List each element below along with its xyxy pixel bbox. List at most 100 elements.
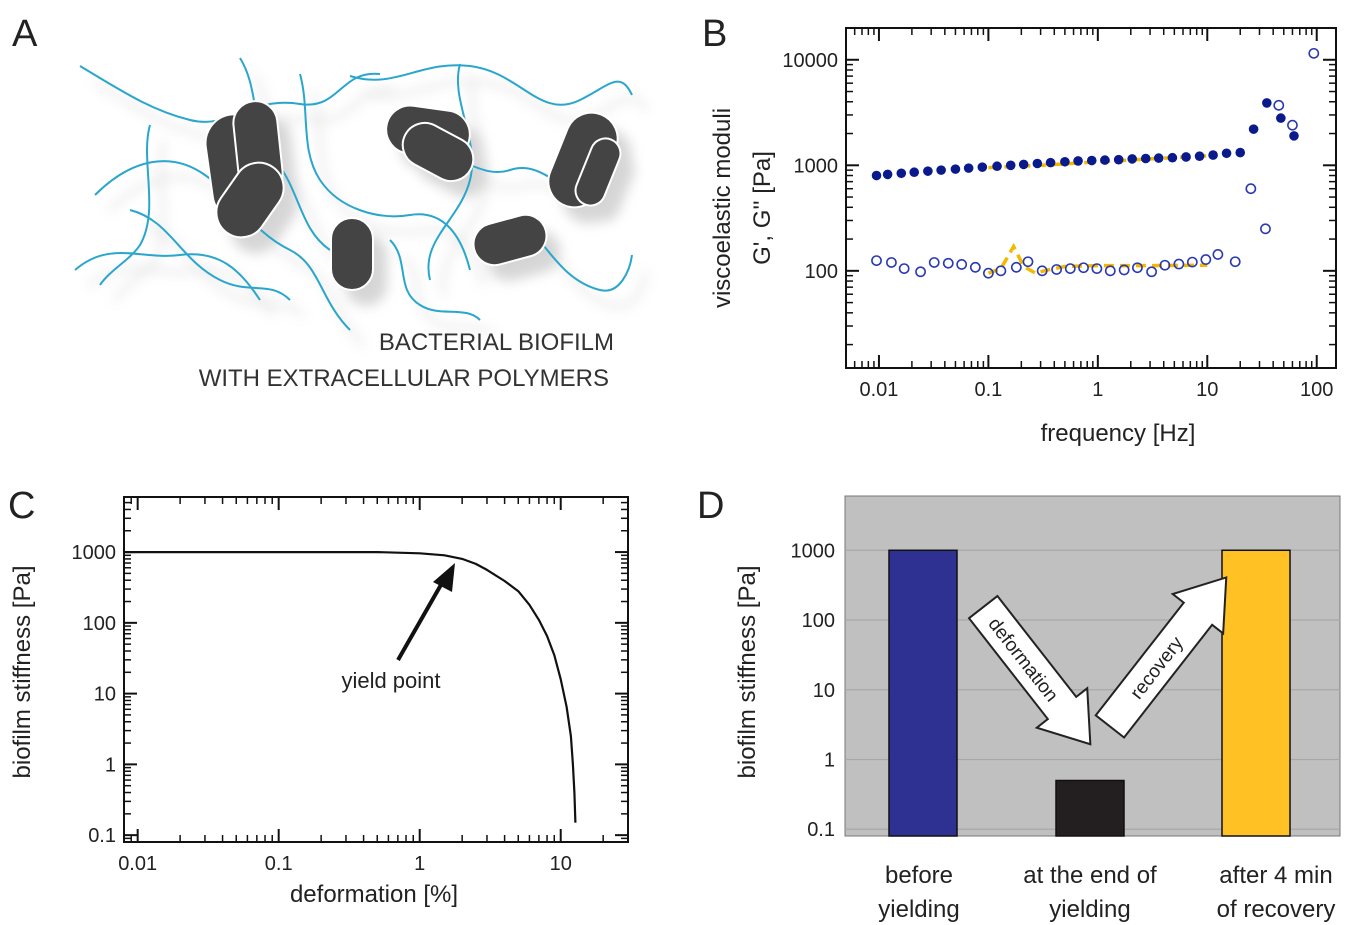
category-label: after 4 min bbox=[1219, 862, 1332, 889]
y-tick-label: 0.1 bbox=[807, 819, 835, 841]
x-tick-label: 10 bbox=[550, 853, 572, 875]
bacterium-icon bbox=[472, 213, 548, 267]
y-tick-label: 1 bbox=[824, 749, 835, 771]
storage-modulus-point bbox=[936, 165, 946, 175]
polymer-strand-shadow bbox=[143, 224, 306, 318]
loss-modulus-point bbox=[1051, 264, 1063, 275]
loss-modulus-point bbox=[928, 257, 940, 268]
storage-modulus-point bbox=[1032, 158, 1043, 169]
panel-d-plot: 0.1 1 10 100 1000 before yielding at the end of… bbox=[791, 495, 1341, 923]
loss-modulus-point bbox=[1104, 265, 1116, 277]
loss-modulus-point bbox=[915, 266, 926, 278]
polymer-strand-icon bbox=[99, 124, 151, 286]
bacterium-icon bbox=[401, 121, 475, 183]
storage-modulus-point bbox=[1262, 98, 1272, 108]
loss-modulus-point bbox=[1273, 99, 1285, 111]
loss-modulus-point bbox=[1212, 249, 1224, 260]
illustration-caption-line1: BACTERIAL BIOFILM bbox=[379, 329, 614, 356]
storage-modulus-point bbox=[1208, 150, 1218, 160]
storage-modulus-point bbox=[1073, 156, 1083, 166]
bar bbox=[1055, 779, 1125, 837]
loss-modulus-point bbox=[1173, 258, 1185, 270]
yield-point-label: yield point bbox=[341, 668, 440, 693]
panel-d: D biofilm stiffness [Pa] 0.1 1 10 100 1000 be… bbox=[697, 485, 1341, 923]
category-label: of recovery bbox=[1217, 896, 1336, 923]
loss-modulus-point bbox=[1260, 223, 1271, 235]
panel-b: B viscoelastic moduli G', G'' [Pa] frequ… bbox=[702, 13, 1337, 447]
storage-modulus-point bbox=[963, 163, 974, 173]
loss-modulus-point bbox=[1159, 259, 1171, 271]
x-tick-label: 0.1 bbox=[265, 853, 293, 875]
storage-modulus-point bbox=[871, 170, 882, 181]
polymer-strand-shadow bbox=[88, 267, 276, 317]
loss-modulus-point bbox=[1200, 254, 1212, 265]
storage-modulus-point bbox=[1045, 157, 1056, 168]
bacterium-shadow bbox=[589, 154, 635, 222]
storage-modulus-point bbox=[1248, 124, 1259, 134]
panel-letter-a: A bbox=[12, 13, 38, 55]
y-tick-label: 100 bbox=[805, 261, 838, 283]
panel-letter-b: B bbox=[702, 13, 727, 55]
y-tick-label: 1000 bbox=[794, 155, 839, 177]
storage-modulus-point bbox=[1235, 147, 1246, 158]
loss-modulus-point bbox=[1146, 266, 1158, 278]
arrow-icon bbox=[1094, 576, 1228, 739]
loss-modulus-point bbox=[1287, 119, 1298, 131]
storage-modulus-point bbox=[992, 161, 1002, 172]
y-tick-label: 100 bbox=[83, 613, 116, 635]
polymer-strand-shadow bbox=[402, 254, 496, 338]
panel-c-xlabel: deformation [%] bbox=[290, 881, 458, 908]
loss-modulus-point bbox=[969, 261, 981, 273]
y-tick-label: 10 bbox=[94, 684, 116, 706]
panel-d-ylabel: biofilm stiffness [Pa] bbox=[734, 566, 761, 779]
category-label: yielding bbox=[878, 896, 959, 923]
x-tick-label: 100 bbox=[1300, 379, 1333, 401]
loss-modulus-point bbox=[1308, 47, 1320, 59]
storage-modulus-point bbox=[1153, 153, 1164, 163]
panel-b-plot: 0.01 0.1 1 10 100 100 1000 10000 bbox=[782, 27, 1337, 401]
plot-frame bbox=[123, 496, 629, 843]
storage-modulus-point bbox=[1127, 154, 1137, 164]
storage-modulus-point bbox=[1289, 131, 1299, 141]
loss-modulus-point bbox=[942, 257, 954, 269]
storage-modulus-point bbox=[882, 169, 893, 180]
storage-modulus-point bbox=[1181, 152, 1191, 162]
polymer-strand-shadow bbox=[363, 79, 648, 123]
loss-modulus-point bbox=[982, 267, 994, 279]
storage-modulus-point bbox=[1221, 148, 1232, 159]
bacteria-group bbox=[204, 100, 622, 291]
storage-modulus-point bbox=[1086, 155, 1097, 166]
loss-modulus-point bbox=[1022, 256, 1034, 268]
loss-modulus-point bbox=[1118, 264, 1130, 276]
storage-modulus-point bbox=[1194, 151, 1205, 161]
category-label: at the end of bbox=[1023, 862, 1157, 889]
polymer-strand-icon bbox=[427, 63, 474, 281]
x-tick-label: 0.1 bbox=[974, 379, 1002, 401]
y-tick-label: 0.1 bbox=[88, 825, 116, 847]
loss-modulus-point bbox=[1036, 265, 1048, 277]
loss-modulus-point bbox=[898, 263, 910, 274]
bacterium-icon bbox=[574, 137, 622, 207]
storage-modulus-point bbox=[909, 167, 920, 178]
storage-modulus-point bbox=[1167, 152, 1178, 163]
panel-a: A BACTERIAL BIOFILM WITH EXTRACELLULAR P… bbox=[12, 13, 648, 392]
polymer-strand-icon bbox=[299, 73, 471, 271]
loss-modulus-point bbox=[956, 259, 968, 270]
y-tick-label: 1000 bbox=[72, 542, 117, 564]
x-tick-label: 0.01 bbox=[859, 379, 898, 401]
panel-c-ylabel: biofilm stiffness [Pa] bbox=[9, 566, 36, 779]
category-label: yielding bbox=[1049, 896, 1130, 923]
illustration-caption-line2: WITH EXTRACELLULAR POLYMERS bbox=[199, 365, 609, 392]
loss-modulus-point bbox=[1245, 183, 1257, 195]
panel-b-ylabel-line2: G', G'' [Pa] bbox=[749, 151, 776, 265]
bar bbox=[1221, 549, 1291, 837]
biofilm-illustration bbox=[74, 57, 648, 348]
loss-modulus-point bbox=[1078, 262, 1089, 274]
storage-modulus-point bbox=[1100, 155, 1110, 165]
polymer-strand-icon bbox=[349, 64, 633, 106]
y-tick-label: 10000 bbox=[782, 50, 838, 72]
loss-modulus-point bbox=[1229, 256, 1241, 268]
polymer-strand-shadow bbox=[112, 140, 166, 302]
y-tick-label: 1000 bbox=[791, 540, 836, 562]
x-tick-label: 0.01 bbox=[118, 853, 157, 875]
